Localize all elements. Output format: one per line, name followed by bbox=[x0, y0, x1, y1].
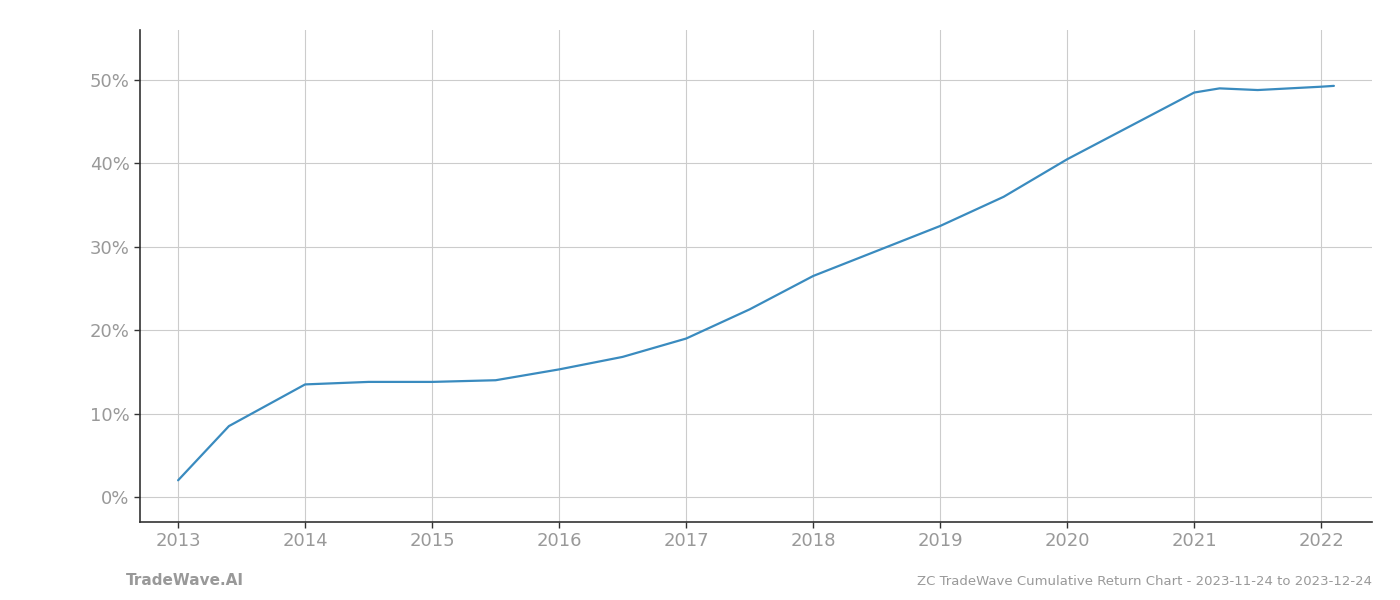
Text: TradeWave.AI: TradeWave.AI bbox=[126, 573, 244, 588]
Text: ZC TradeWave Cumulative Return Chart - 2023-11-24 to 2023-12-24: ZC TradeWave Cumulative Return Chart - 2… bbox=[917, 575, 1372, 588]
